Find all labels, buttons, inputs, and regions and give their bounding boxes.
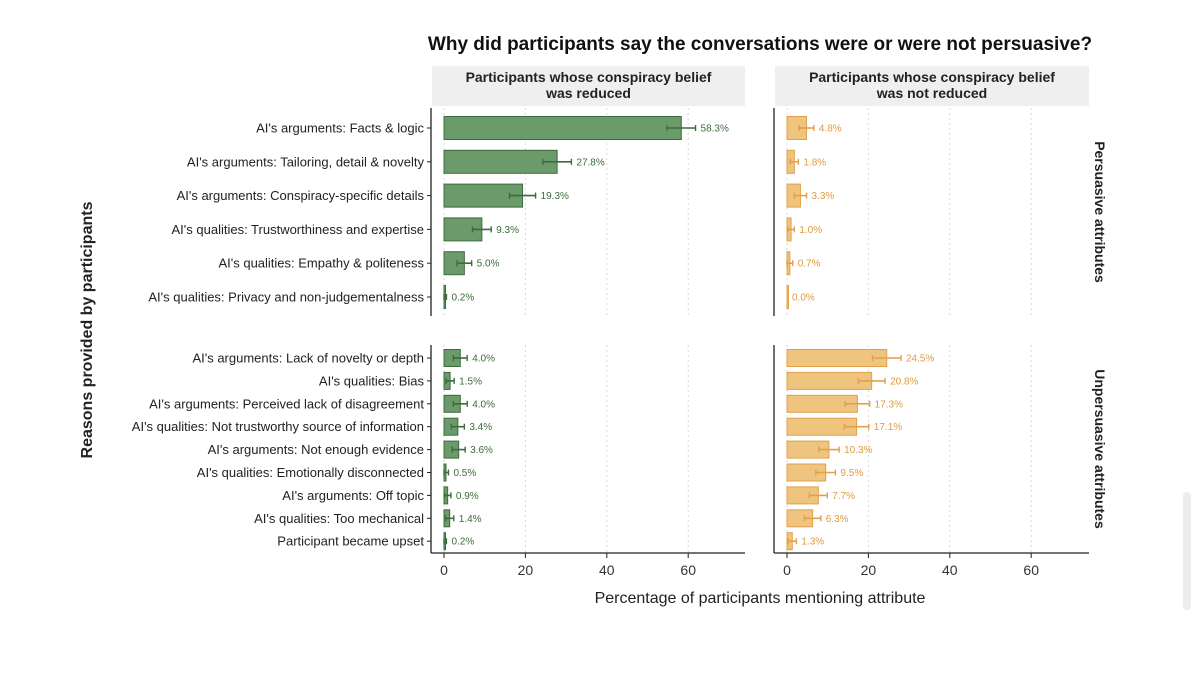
data-label: 0.7% (798, 259, 821, 270)
bar (443, 149, 558, 174)
data-label: 0.2% (451, 537, 474, 548)
data-label: 4.0% (472, 354, 495, 365)
row-group-label: Persuasive attributes (1092, 141, 1108, 283)
panel-strip-label: Participants whose conspiracy belief (466, 69, 712, 85)
category-label: AI's arguments: Lack of novelty or depth (192, 351, 424, 366)
data-label: 4.8% (819, 124, 842, 135)
category-label: AI's qualities: Empathy & politeness (218, 256, 424, 271)
x-tick-label: 40 (942, 562, 958, 578)
data-label: 20.8% (890, 376, 918, 387)
bar (786, 349, 888, 367)
data-label: 0.0% (792, 293, 815, 304)
chart-title: Why did participants say the conversatio… (428, 34, 1092, 55)
category-label: AI's qualities: Not trustworthy source o… (132, 419, 424, 434)
data-label: 3.3% (812, 191, 835, 202)
data-label: 58.3% (701, 124, 729, 135)
category-label: AI's qualities: Too mechanical (254, 511, 424, 526)
panel-strip (775, 66, 1089, 106)
data-label: 1.0% (799, 225, 822, 236)
category-label: Participant became upset (277, 534, 424, 549)
x-tick-label: 20 (518, 562, 534, 578)
data-label: 0.2% (451, 293, 474, 304)
data-label: 24.5% (906, 354, 934, 365)
category-label: AI's qualities: Bias (319, 373, 425, 388)
data-label: 1.5% (459, 376, 482, 387)
panel-strip-label: was not reduced (876, 85, 987, 101)
data-label: 27.8% (576, 157, 604, 168)
x-tick-label: 60 (680, 562, 696, 578)
bar (786, 285, 789, 309)
data-label: 6.3% (826, 514, 849, 525)
scrollbar[interactable] (1183, 492, 1191, 610)
category-label: AI's arguments: Not enough evidence (208, 442, 424, 457)
data-label: 19.3% (541, 191, 569, 202)
panel-strip-label: Participants whose conspiracy belief (809, 69, 1055, 85)
category-label: AI's qualities: Emotionally disconnected (197, 465, 424, 480)
x-tick-label: 60 (1023, 562, 1039, 578)
data-label: 3.4% (469, 422, 492, 433)
x-tick-label: 40 (599, 562, 615, 578)
data-label: 1.8% (803, 157, 826, 168)
y-axis-label: Reasons provided by participants (79, 201, 96, 458)
bar (443, 116, 682, 140)
category-label: AI's arguments: Perceived lack of disagr… (149, 396, 424, 411)
category-label: AI's arguments: Conspiracy-specific deta… (177, 188, 425, 203)
data-label: 1.3% (801, 537, 824, 548)
x-tick-label: 20 (861, 562, 877, 578)
data-label: 3.6% (470, 445, 493, 456)
row-group-label: Unpersuasive attributes (1092, 369, 1108, 529)
data-label: 17.3% (875, 399, 903, 410)
data-label: 17.1% (874, 422, 902, 433)
category-label: AI's arguments: Off topic (282, 488, 424, 503)
data-label: 9.3% (496, 225, 519, 236)
data-label: 1.4% (459, 514, 482, 525)
data-label: 4.0% (472, 399, 495, 410)
category-label: AI's arguments: Facts & logic (256, 121, 424, 136)
x-tick-label: 0 (440, 562, 448, 578)
panel-strip-label: was reduced (545, 85, 631, 101)
x-tick-label: 0 (783, 562, 791, 578)
data-label: 5.0% (477, 259, 500, 270)
panel-strip (432, 66, 745, 106)
data-label: 9.5% (840, 468, 863, 479)
category-label: AI's arguments: Tailoring, detail & nove… (187, 154, 425, 169)
x-axis-label: Percentage of participants mentioning at… (595, 590, 926, 607)
data-label: 0.9% (456, 491, 479, 502)
category-label: AI's qualities: Privacy and non-judgemen… (148, 290, 424, 305)
data-label: 10.3% (844, 445, 872, 456)
data-label: 0.5% (453, 468, 476, 479)
data-label: 7.7% (832, 491, 855, 502)
category-label: AI's qualities: Trustworthiness and expe… (172, 222, 425, 237)
